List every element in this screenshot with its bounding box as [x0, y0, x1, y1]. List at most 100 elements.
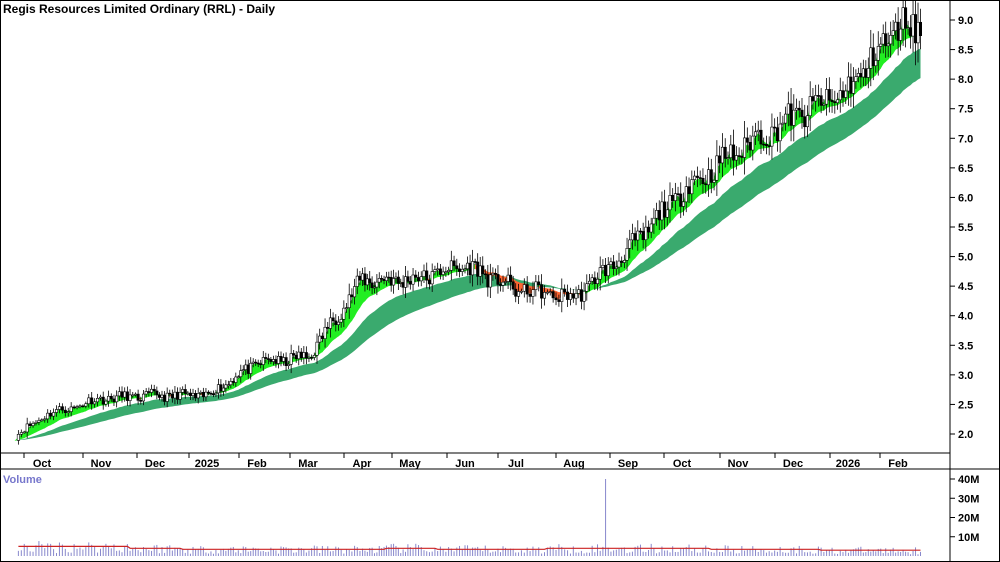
- candle-body: [438, 268, 442, 275]
- candle-body: [660, 201, 664, 221]
- volume-average-line: [18, 545, 921, 551]
- candle-body: [557, 299, 561, 302]
- candle-body: [165, 392, 169, 402]
- candle-body: [786, 103, 790, 115]
- candle-body: [534, 281, 538, 290]
- short-ma-band-segment: [632, 239, 636, 262]
- candle-body: [525, 284, 529, 295]
- candle-body: [514, 288, 518, 297]
- candle-body: [869, 47, 873, 69]
- candle-body: [72, 406, 76, 409]
- candle-body: [150, 388, 154, 393]
- y-tick-label: 8.0: [958, 74, 973, 86]
- candle-body: [460, 268, 464, 272]
- candle-body: [466, 262, 470, 270]
- candle-body: [463, 268, 467, 271]
- candle-body: [874, 60, 878, 67]
- candle-body: [204, 391, 208, 398]
- candle-body: [342, 307, 346, 320]
- candle-body: [69, 406, 73, 412]
- candle-body: [715, 155, 719, 181]
- candle-body: [52, 412, 56, 417]
- candle-body: [754, 131, 758, 137]
- candle-body: [22, 431, 26, 434]
- candle-body: [404, 276, 408, 288]
- candle-body: [249, 362, 253, 374]
- candle-body: [609, 261, 613, 265]
- candle-body: [901, 7, 905, 30]
- y-tick-label: 4.0: [958, 311, 973, 323]
- x-tick-label: 2025: [195, 458, 219, 470]
- candle-body: [345, 307, 349, 309]
- candle-body: [392, 278, 396, 286]
- candle-body: [141, 393, 145, 402]
- candle-body: [488, 274, 492, 288]
- candle-body: [896, 21, 900, 41]
- candle-body: [406, 276, 410, 282]
- candle-body: [81, 405, 85, 408]
- candle-body: [163, 394, 167, 402]
- candle-body: [199, 391, 203, 394]
- candle-body: [851, 81, 855, 94]
- candle-body: [827, 89, 831, 101]
- candle-body: [361, 273, 365, 281]
- candle-body: [411, 274, 415, 285]
- candle-body: [229, 381, 233, 386]
- candle-body: [638, 230, 642, 233]
- candle-body: [671, 195, 675, 201]
- candle-body: [251, 361, 255, 364]
- candle-body: [509, 274, 513, 283]
- candle-body: [814, 95, 818, 102]
- candle-body: [117, 391, 121, 397]
- candle-body: [687, 186, 691, 195]
- candle-body: [125, 391, 129, 401]
- y-tick-label: 5.5: [958, 222, 973, 234]
- candle-body: [476, 261, 480, 277]
- candle-body: [241, 369, 245, 371]
- candle-body: [695, 175, 699, 178]
- candle-body: [655, 210, 659, 219]
- candle-body: [789, 103, 793, 126]
- candle-body: [28, 423, 32, 426]
- candle-body: [19, 432, 23, 435]
- candle-body: [906, 27, 910, 29]
- candle-body: [762, 143, 766, 146]
- candle-body: [612, 261, 616, 269]
- candle-body: [690, 179, 694, 195]
- candle-body: [365, 278, 369, 286]
- candle-body: [254, 361, 258, 364]
- candle-body: [652, 217, 656, 225]
- candle-body: [698, 177, 702, 179]
- candle-body: [884, 33, 888, 47]
- short-ma-band-segment: [518, 282, 522, 292]
- candle-body: [732, 144, 736, 161]
- candle-body: [363, 273, 367, 286]
- candle-body: [401, 282, 405, 288]
- short-ma-band-segment: [697, 178, 701, 198]
- candle-body: [370, 282, 374, 288]
- candle-body: [751, 135, 755, 151]
- candle-body: [663, 201, 667, 218]
- candle-body: [176, 391, 180, 400]
- candle-body: [287, 364, 291, 366]
- candle-body: [889, 34, 893, 45]
- candle-body: [304, 352, 308, 359]
- candle-body: [542, 292, 546, 299]
- candle-body: [496, 274, 500, 285]
- candle-body: [336, 321, 340, 325]
- y-tick-label: 6.5: [958, 163, 973, 175]
- candle-body: [201, 391, 205, 398]
- candle-body: [236, 376, 240, 379]
- candle-body: [808, 96, 812, 117]
- candle-body: [554, 297, 558, 301]
- candle-body: [261, 357, 265, 365]
- candle-body: [693, 175, 697, 180]
- candle-body: [206, 391, 210, 394]
- candle-body: [274, 359, 278, 364]
- short-ma-band-segment: [544, 287, 548, 293]
- y-tick-label: 8.5: [958, 45, 973, 57]
- candle-body: [444, 271, 448, 273]
- candle-body: [246, 364, 250, 374]
- candle-body: [894, 21, 898, 31]
- candle-body: [84, 403, 88, 407]
